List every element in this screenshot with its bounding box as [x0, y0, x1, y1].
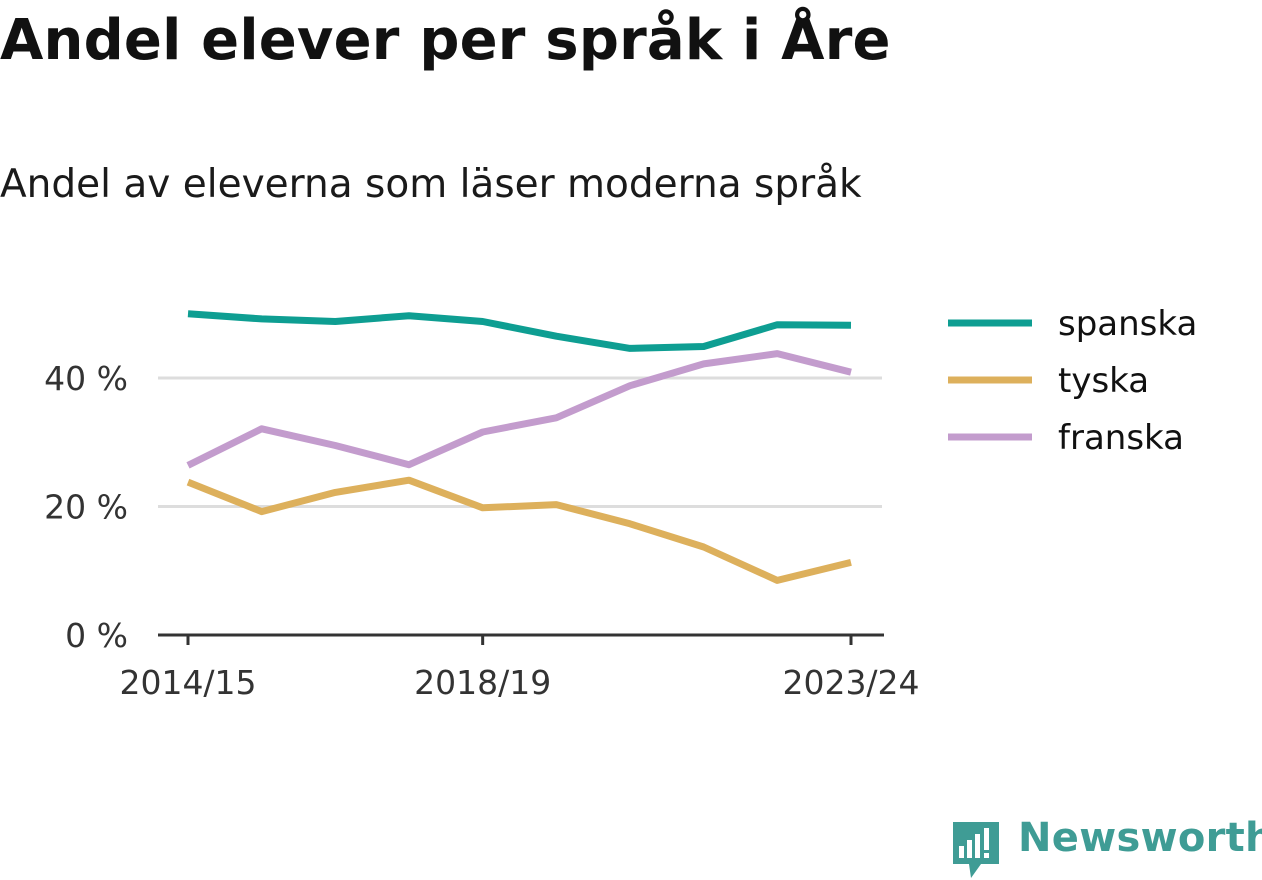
series-line-tyska — [186, 476, 852, 584]
series-lines — [186, 310, 852, 584]
series-line-franska — [186, 350, 852, 469]
x-tick-label: 2014/15 — [119, 663, 256, 702]
newsworthy-chart-bubble-icon — [953, 822, 999, 878]
chart-title: Andel elever per språk i Åre — [0, 8, 891, 73]
x-tick-label: 2018/19 — [414, 663, 551, 702]
legend-label-tyska: tyska — [1058, 361, 1149, 401]
legend-label-spanska: spanska — [1058, 304, 1197, 344]
y-tick-label: 0 % — [65, 616, 128, 655]
newsworthy-logo-text: Newsworthy — [1018, 815, 1262, 861]
chart-subtitle: Andel av eleverna som läser moderna språ… — [0, 162, 862, 207]
legend-label-franska: franska — [1058, 418, 1184, 458]
x-tick-label: 2023/24 — [782, 663, 919, 702]
y-tick-label: 40 % — [44, 359, 128, 398]
y-tick-label: 20 % — [44, 488, 128, 527]
legend: spanska tyska franska — [948, 304, 1197, 458]
grid-lines — [158, 376, 882, 508]
series-line-spanska — [187, 310, 852, 352]
x-axis: 2014/15 2018/19 2023/24 — [119, 633, 920, 702]
y-axis-labels: 0 % 20 % 40 % — [44, 359, 128, 655]
